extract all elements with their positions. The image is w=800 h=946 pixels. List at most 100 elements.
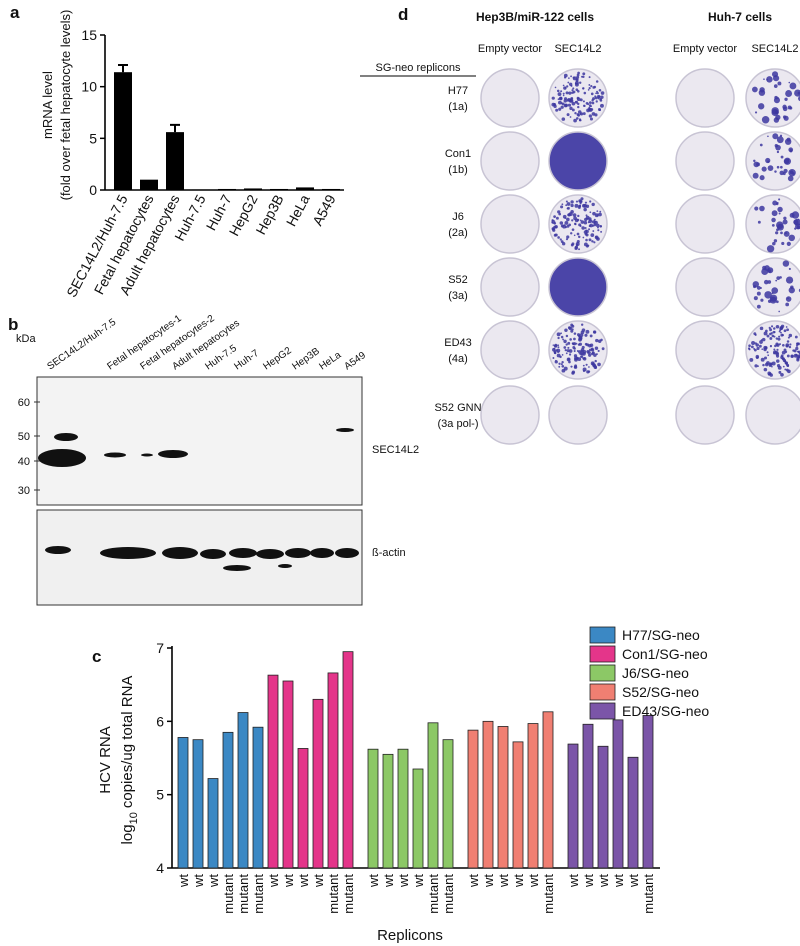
log-text: log xyxy=(119,824,136,844)
x-tick-label: wt xyxy=(281,874,296,888)
colony xyxy=(556,353,561,358)
colony xyxy=(596,210,599,212)
colony xyxy=(596,90,599,93)
colony xyxy=(577,343,581,346)
legend-label: H77/SG-neo xyxy=(622,627,700,643)
x-tick-label: wt xyxy=(611,874,626,888)
colony xyxy=(754,111,758,114)
colony xyxy=(747,347,751,350)
colony xyxy=(581,328,586,332)
bar xyxy=(642,715,654,869)
row-label: (1a) xyxy=(448,101,468,113)
colony xyxy=(775,300,779,304)
colony xyxy=(552,344,555,346)
colony xyxy=(580,200,583,203)
colony xyxy=(576,239,580,244)
blot-membrane xyxy=(36,509,363,606)
colony xyxy=(563,103,568,108)
colony xyxy=(780,165,783,169)
colony xyxy=(551,227,555,231)
colony xyxy=(768,326,771,329)
colony xyxy=(771,71,779,78)
y-tick-label: 5 xyxy=(89,130,97,146)
colony xyxy=(784,138,792,145)
marker-label: 40 xyxy=(18,456,30,468)
colony xyxy=(770,325,774,328)
culture-plate xyxy=(548,194,608,254)
colony xyxy=(564,86,567,89)
colony xyxy=(555,108,559,112)
colony xyxy=(797,91,800,95)
colony xyxy=(790,285,794,289)
colony xyxy=(577,214,580,218)
colony xyxy=(763,331,768,336)
colony xyxy=(794,227,797,230)
colony xyxy=(559,238,562,241)
colony xyxy=(796,358,800,362)
colony xyxy=(776,165,780,169)
bar xyxy=(140,179,158,190)
colony xyxy=(574,223,577,226)
colony xyxy=(596,223,600,228)
colony xyxy=(776,228,779,232)
colony xyxy=(588,87,591,90)
culture-plate xyxy=(745,257,800,317)
colony xyxy=(761,268,769,276)
x-tick-label: wt xyxy=(511,874,526,888)
colony xyxy=(590,92,594,96)
y-tick-label: 7 xyxy=(156,640,164,656)
colony xyxy=(561,354,564,356)
colony xyxy=(759,326,764,331)
colony xyxy=(779,343,781,346)
colony xyxy=(572,76,577,81)
colony xyxy=(557,344,560,347)
colony xyxy=(749,357,754,362)
bar xyxy=(297,748,309,869)
colony xyxy=(583,230,588,234)
colony xyxy=(562,92,565,95)
colony xyxy=(771,365,773,368)
colony xyxy=(582,100,585,103)
bar xyxy=(237,712,249,869)
colony xyxy=(553,233,557,237)
colony xyxy=(571,242,575,246)
colony xyxy=(578,335,583,340)
colony xyxy=(568,212,573,217)
bar xyxy=(427,722,439,869)
y-tick-label: 5 xyxy=(156,787,164,803)
bar xyxy=(512,741,524,869)
colony xyxy=(563,99,568,103)
x-tick-label: wt xyxy=(626,874,641,888)
colony xyxy=(560,205,564,209)
lane-label: HepG2 xyxy=(261,345,294,372)
colony xyxy=(598,108,602,112)
colony xyxy=(753,161,760,168)
colony xyxy=(590,352,594,356)
colony xyxy=(778,212,781,215)
colony xyxy=(573,350,576,353)
bar xyxy=(327,672,339,869)
colony xyxy=(584,201,588,204)
colony xyxy=(769,296,777,304)
colony xyxy=(588,348,592,352)
legend-swatch xyxy=(589,664,616,682)
colony xyxy=(570,232,573,235)
colony xyxy=(788,267,791,271)
colony xyxy=(557,346,560,349)
colony xyxy=(576,356,579,360)
culture-plate xyxy=(745,131,800,191)
colony xyxy=(568,77,570,79)
colony xyxy=(577,90,580,93)
colony xyxy=(781,241,785,246)
colony xyxy=(573,234,576,237)
colony xyxy=(788,234,796,242)
bar xyxy=(497,726,509,869)
colony xyxy=(563,73,568,78)
colony xyxy=(566,202,571,206)
colony xyxy=(592,97,596,101)
colony xyxy=(594,96,598,100)
colony xyxy=(562,94,565,97)
colony xyxy=(592,224,595,227)
colony xyxy=(571,328,574,331)
